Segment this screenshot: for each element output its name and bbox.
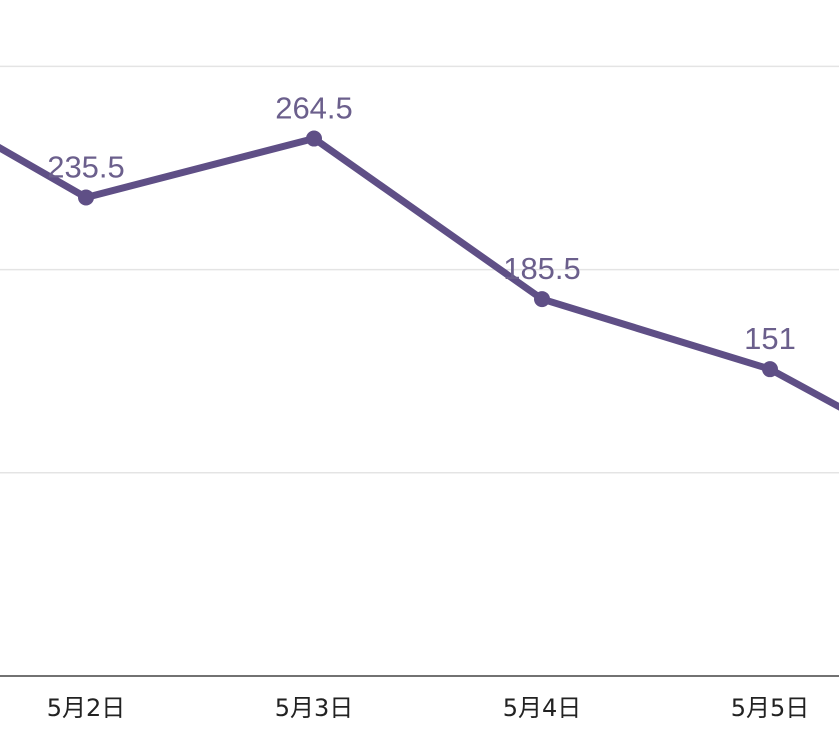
series-line bbox=[0, 135, 839, 411]
data-point bbox=[534, 291, 550, 308]
x-tick-label: 5月2日 bbox=[47, 694, 126, 722]
grid-lines bbox=[0, 65, 839, 474]
data-label: 185.5 bbox=[503, 251, 581, 286]
x-tick-label: 5月5日 bbox=[731, 694, 810, 722]
series-group bbox=[0, 130, 839, 411]
data-label: 151 bbox=[744, 321, 796, 356]
data-point bbox=[762, 361, 778, 378]
x-tick-label: 5月3日 bbox=[275, 694, 354, 722]
data-label: 264.5 bbox=[275, 91, 353, 126]
x-tick-labels: 5月2日 5月3日 5月4日 5月5日 bbox=[47, 694, 810, 722]
data-point bbox=[306, 130, 322, 147]
data-labels: 235.5 264.5 185.5 151 bbox=[47, 91, 796, 357]
data-label: 235.5 bbox=[47, 149, 125, 184]
data-point bbox=[78, 189, 94, 206]
x-tick-label: 5月4日 bbox=[503, 694, 582, 722]
